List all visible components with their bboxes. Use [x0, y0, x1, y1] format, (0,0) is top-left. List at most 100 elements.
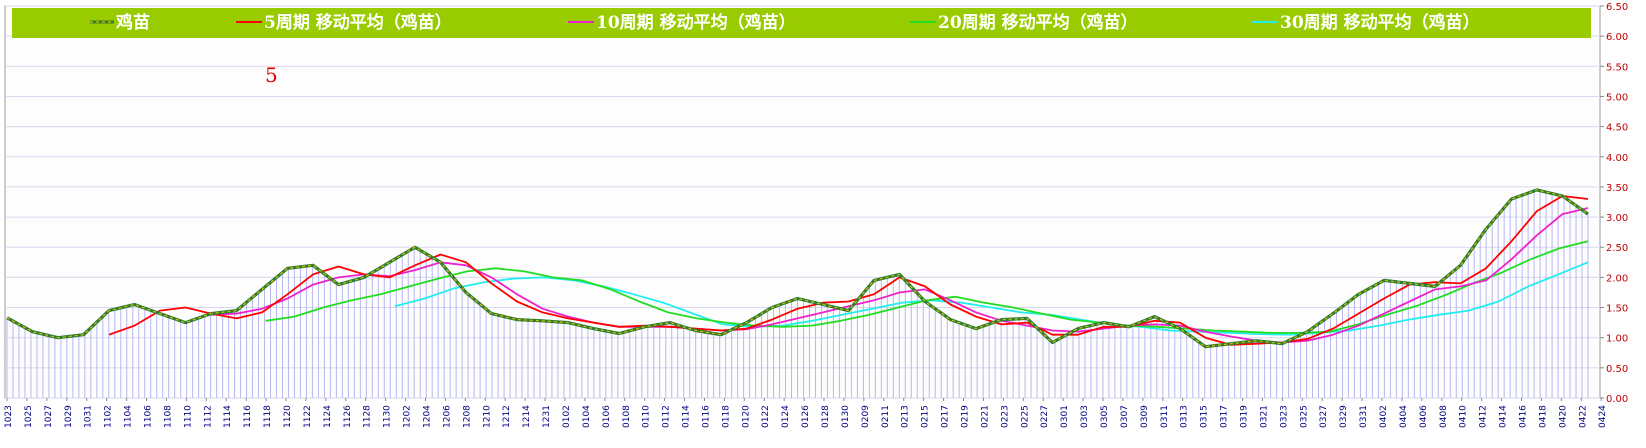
- x-tick-label: 0303: [1080, 405, 1090, 428]
- x-tick-label: 0402: [1379, 405, 1389, 428]
- x-tick-label: 0104: [582, 405, 592, 428]
- legend-label-ma30: 30周期 移动平均（鸡苗）: [1280, 12, 1480, 33]
- x-tick-label: 1031: [84, 405, 94, 428]
- x-tick-label: 0406: [1419, 405, 1429, 428]
- x-tick-label: 0130: [841, 405, 851, 428]
- x-tick-label: 0223: [1000, 405, 1010, 428]
- x-tick-label: 1029: [64, 405, 74, 428]
- y-tick-label: 4.50: [1606, 123, 1628, 134]
- x-tick-label: 1112: [203, 405, 213, 428]
- legend-label-ma10: 10周期 移动平均（鸡苗）: [596, 12, 796, 33]
- x-tick-label: 0209: [861, 405, 871, 428]
- x-tick-label: 0315: [1200, 405, 1210, 428]
- x-tick-label: 0122: [761, 405, 771, 428]
- x-tick-label: 1104: [124, 405, 134, 428]
- legend-background: [12, 8, 1591, 38]
- x-tick-label: 0317: [1220, 405, 1230, 428]
- x-tick-label: 0307: [1120, 405, 1130, 428]
- y-tick-label: 1.50: [1606, 304, 1628, 315]
- legend-label-ma5: 5周期 移动平均（鸡苗）: [264, 12, 452, 33]
- y-tick-label: 3.00: [1606, 213, 1628, 224]
- y-tick-label: 4.00: [1606, 153, 1628, 164]
- y-tick-label: 3.50: [1606, 183, 1628, 194]
- x-tick-label: 0311: [1160, 405, 1170, 428]
- x-tick-label: 1204: [422, 405, 432, 428]
- x-tick-label: 0118: [721, 405, 731, 428]
- x-tick-label: 1110: [183, 405, 193, 428]
- x-tick-label: 1202: [403, 405, 413, 428]
- x-tick-label: 1210: [482, 405, 492, 428]
- y-tick-label: 0.50: [1606, 364, 1628, 375]
- x-tick-label: 1025: [24, 405, 34, 428]
- x-tick-label: 1124: [323, 405, 333, 428]
- y-axis: 0.00 0.50 1.00 1.50 2.00 2.50 3.00 3.50 4.00 4.50…: [1600, 2, 1628, 405]
- legend-label-ma20: 20周期 移动平均（鸡苗）: [938, 12, 1138, 33]
- x-tick-label: 0313: [1180, 405, 1190, 428]
- x-tick-label: 1208: [462, 405, 472, 428]
- x-tick-label: 0412: [1479, 405, 1489, 428]
- x-tick-label: 0213: [901, 405, 911, 428]
- x-tick-label: 1120: [283, 405, 293, 428]
- x-tick-label: 0102: [562, 405, 572, 428]
- y-tick-label: 5.00: [1606, 92, 1628, 103]
- x-tick-label: 0217: [941, 405, 951, 428]
- x-tick-label: 0416: [1518, 405, 1528, 428]
- x-tick-label: 0120: [741, 405, 751, 428]
- x-tick-label: 0110: [642, 405, 652, 428]
- x-tick-label: 0327: [1319, 405, 1329, 428]
- x-tick-label: 0323: [1279, 405, 1289, 428]
- x-tick-label: 1126: [343, 405, 353, 428]
- x-tick-label: 1214: [522, 405, 532, 428]
- x-tick-label: 1106: [143, 405, 153, 428]
- x-tick-label: 0301: [1060, 405, 1070, 428]
- x-tick-label: 0329: [1339, 405, 1349, 428]
- x-tick-label: 0422: [1578, 405, 1588, 428]
- x-tick-label: 0225: [1020, 405, 1030, 428]
- x-tick-label: 0128: [821, 405, 831, 428]
- x-axis: 1023 1025 1027 1029 1031 1102 1104 1106 1108 1110…: [4, 398, 1608, 428]
- x-tick-label: 0321: [1259, 405, 1269, 428]
- x-tick-label: 0221: [980, 405, 990, 428]
- x-tick-label: 0219: [961, 405, 971, 428]
- series-line-ma5: [108, 195, 1589, 346]
- legend-label-price: 鸡苗: [115, 12, 150, 33]
- x-tick-label: 1108: [163, 405, 173, 428]
- x-tick-label: 1114: [223, 405, 233, 428]
- x-tick-label: 1027: [44, 405, 54, 428]
- x-tick-label: 0112: [662, 405, 672, 428]
- y-tick-label: 2.50: [1606, 243, 1628, 254]
- y-tick-label: 1.00: [1606, 334, 1628, 345]
- x-tick-label: 0404: [1399, 405, 1409, 428]
- y-tick-label: 0.00: [1606, 394, 1628, 405]
- annotation-label: 5: [265, 63, 278, 87]
- x-tick-label: 1130: [383, 405, 393, 428]
- x-tick-label: 0211: [881, 405, 891, 428]
- x-tick-label: 0309: [1140, 405, 1150, 428]
- x-tick-label: 1118: [263, 405, 273, 428]
- x-tick-label: 0331: [1359, 405, 1369, 428]
- series-lines: [6, 188, 1589, 349]
- y-tick-label: 6.50: [1606, 2, 1628, 13]
- x-tick-label: 1116: [243, 405, 253, 428]
- x-tick-label: 0319: [1240, 405, 1250, 428]
- x-tick-label: 1231: [542, 405, 552, 428]
- x-tick-label: 0420: [1558, 405, 1568, 428]
- y-tick-label: 2.00: [1606, 273, 1628, 284]
- series-line-price: [6, 188, 1589, 349]
- x-tick-label: 0106: [602, 405, 612, 428]
- x-tick-label: 0114: [682, 405, 692, 428]
- x-tick-label: 0305: [1100, 405, 1110, 428]
- x-tick-label: 0408: [1439, 405, 1449, 428]
- x-tick-label: 0410: [1459, 405, 1469, 428]
- x-tick-label: 0215: [921, 405, 931, 428]
- x-tick-label: 0424: [1598, 405, 1608, 428]
- x-tick-label: 1023: [4, 405, 14, 428]
- y-tick-label: 6.00: [1606, 32, 1628, 43]
- x-tick-label: 0116: [701, 405, 711, 428]
- x-tick-label: 0325: [1299, 405, 1309, 428]
- x-tick-label: 0108: [622, 405, 632, 428]
- x-tick-label: 1122: [303, 405, 313, 428]
- x-tick-label: 1212: [502, 405, 512, 428]
- x-tick-label: 0227: [1040, 405, 1050, 428]
- x-tick-label: 0414: [1499, 405, 1509, 428]
